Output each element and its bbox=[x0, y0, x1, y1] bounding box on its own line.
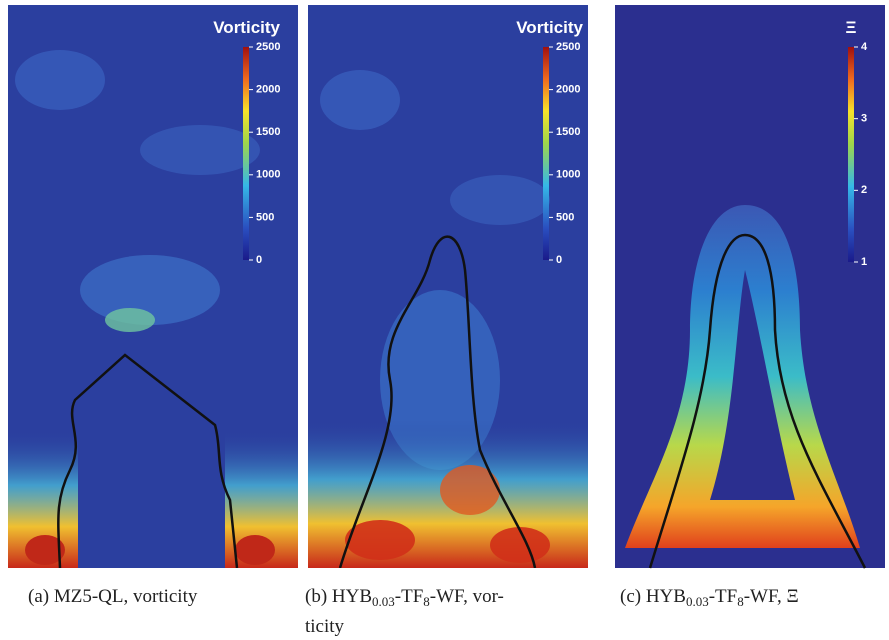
colorbar-title: Ξ bbox=[846, 18, 857, 37]
colorbar-tick-label: 2000 bbox=[256, 84, 280, 96]
caption: ticity bbox=[305, 616, 345, 637]
colorbar-tick-label: 4 bbox=[861, 41, 868, 53]
panel-a-image bbox=[8, 5, 298, 568]
colorbar-tick-label: 1500 bbox=[256, 126, 280, 138]
colorbar-tick-label: 2000 bbox=[556, 84, 580, 96]
caption-text: ticity bbox=[305, 616, 345, 637]
colorbar bbox=[243, 47, 249, 260]
colorbar-tick-label: 1 bbox=[861, 256, 867, 268]
colorbar-tick-label: 500 bbox=[256, 211, 274, 223]
caption-text: -WF, Ξ bbox=[744, 586, 799, 607]
caption-subscript: 0.03 bbox=[372, 594, 395, 609]
caption-subscript: 0.03 bbox=[686, 594, 709, 609]
caption-text: (c) HYB bbox=[620, 586, 686, 607]
caption: (b) HYB0.03-TF8-WF, vor- bbox=[305, 586, 504, 609]
caption: (a) MZ5-QL, vorticity bbox=[28, 586, 198, 607]
caption: (c) HYB0.03-TF8-WF, Ξ bbox=[620, 586, 799, 609]
colorbar-title: Vorticity bbox=[516, 18, 583, 37]
colorbar-tick-label: 0 bbox=[256, 254, 262, 266]
colorbar-tick-label: 2500 bbox=[256, 41, 280, 53]
caption-text: -TF bbox=[709, 586, 738, 607]
colorbar-tick-label: 500 bbox=[556, 211, 574, 223]
colorbar-tick-label: 1500 bbox=[556, 126, 580, 138]
colorbar bbox=[543, 47, 549, 260]
colorbar-tick-label: 3 bbox=[861, 113, 867, 125]
panel-c-image bbox=[615, 5, 885, 569]
caption-text: (a) MZ5-QL, vorticity bbox=[28, 586, 198, 607]
caption-text: (b) HYB bbox=[305, 586, 372, 607]
colorbar-tick-label: 2 bbox=[861, 184, 867, 196]
caption-text: -WF, vor- bbox=[430, 586, 504, 607]
colorbar-title: Vorticity bbox=[213, 18, 280, 37]
colorbar-tick-label: 2500 bbox=[556, 41, 580, 53]
caption-text: -TF bbox=[395, 586, 424, 607]
colorbar-tick-label: 1000 bbox=[556, 169, 580, 181]
colorbar-tick-label: 0 bbox=[556, 254, 562, 266]
panel-b-image bbox=[308, 5, 588, 568]
caption-subscript: 8 bbox=[423, 594, 430, 609]
caption-subscript: 8 bbox=[737, 594, 744, 609]
colorbar-tick-label: 1000 bbox=[256, 169, 280, 181]
colorbar bbox=[848, 47, 854, 262]
